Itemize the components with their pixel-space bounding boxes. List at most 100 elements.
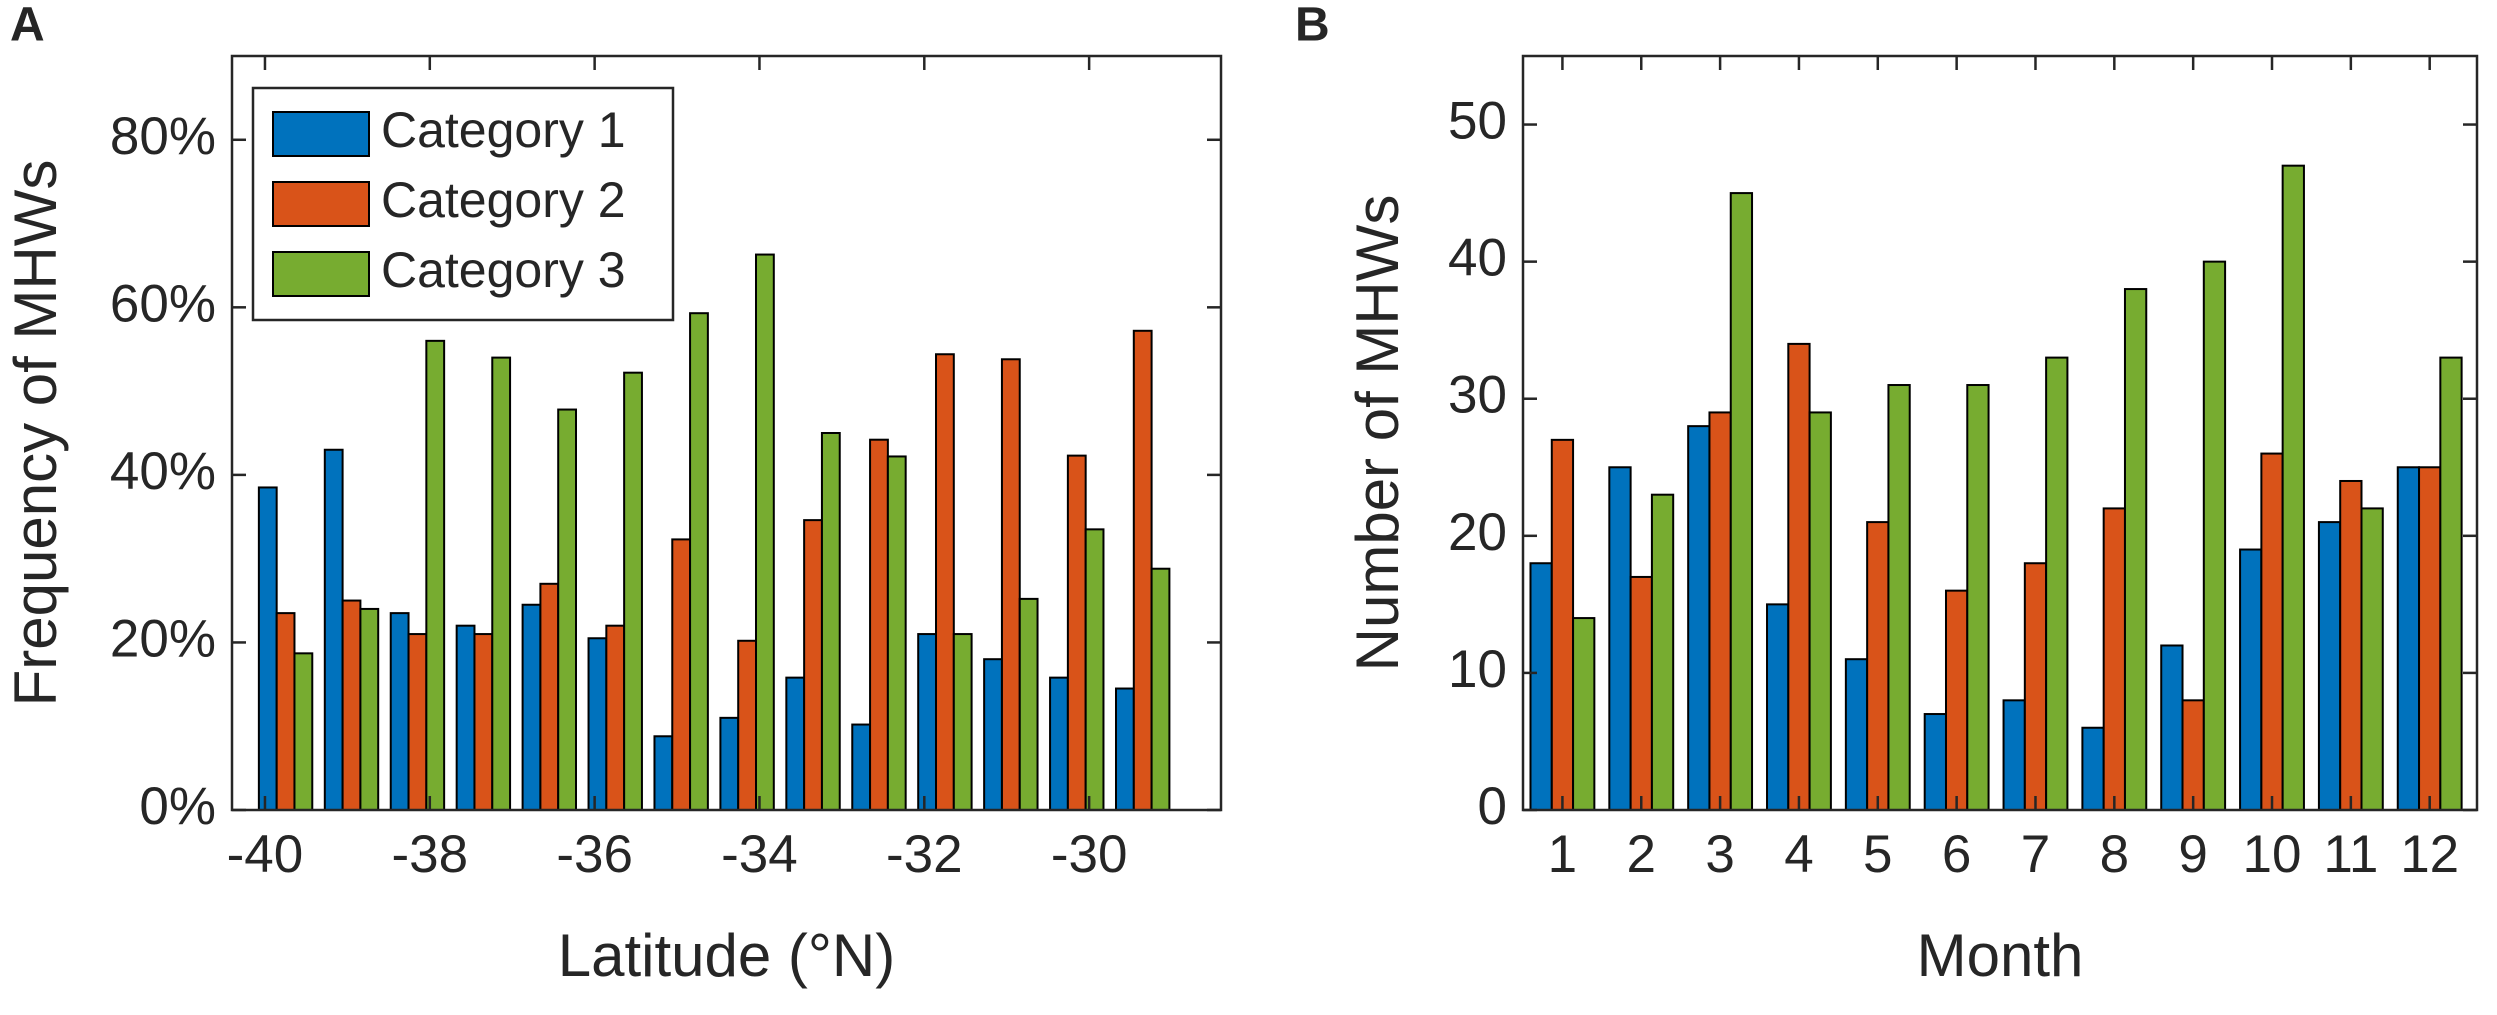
bar <box>323 448 344 811</box>
bar <box>1708 411 1732 811</box>
bar <box>425 339 446 811</box>
bar <box>407 633 428 811</box>
bar <box>491 356 512 811</box>
bar <box>2360 507 2384 811</box>
x-tick-label: 12 <box>2400 825 2459 884</box>
legend-label: Category 1 <box>381 102 626 158</box>
bar <box>2081 726 2105 812</box>
bar <box>1729 192 1754 812</box>
y-tick-label: 60% <box>110 274 216 333</box>
y-tick-label: 20 <box>1448 503 1507 562</box>
bar <box>1115 687 1135 811</box>
bar <box>389 612 410 811</box>
bar <box>1529 562 1553 812</box>
bar <box>2281 164 2305 811</box>
y-tick-label: 30 <box>1448 366 1507 425</box>
bar <box>1150 567 1171 811</box>
bar <box>2418 466 2442 811</box>
bar <box>257 486 278 811</box>
bar <box>1132 329 1153 811</box>
bar <box>2260 452 2284 811</box>
x-tick-label: -30 <box>1051 825 1128 884</box>
panel-label: B <box>1295 0 1330 52</box>
bar <box>341 599 362 811</box>
x-axis-label: Month <box>1917 922 2084 989</box>
bar <box>293 652 314 812</box>
bar <box>455 624 476 812</box>
bar <box>2439 356 2463 811</box>
y-tick-label: 80% <box>110 107 216 166</box>
x-tick-label: 9 <box>2178 825 2207 884</box>
bar <box>539 582 560 811</box>
bar <box>737 639 758 811</box>
bar <box>2396 466 2421 811</box>
x-axis-label: Latitude (°N) <box>558 922 895 989</box>
bar <box>2123 288 2148 811</box>
bar <box>2160 644 2184 811</box>
bar <box>803 519 823 812</box>
x-tick-label: -32 <box>886 825 963 884</box>
bar <box>2317 521 2342 811</box>
bar <box>1629 575 1653 811</box>
legend-label: Category 2 <box>381 172 626 228</box>
x-tick-label: 8 <box>2100 825 2129 884</box>
bar <box>605 624 626 812</box>
bar <box>2181 699 2205 811</box>
bar <box>1944 589 1969 811</box>
bar <box>869 438 889 811</box>
bar <box>557 408 578 811</box>
bar <box>2023 562 2048 812</box>
bar <box>1966 384 1990 811</box>
bar <box>1787 342 1811 811</box>
bar <box>755 253 775 811</box>
x-tick-label: 7 <box>2021 825 2050 884</box>
axes-box <box>230 54 1223 812</box>
legend-swatch <box>272 181 370 227</box>
axes-box <box>1521 54 2479 812</box>
bar <box>2339 479 2363 811</box>
bar <box>1887 384 1911 811</box>
bar <box>983 658 1003 812</box>
bar <box>1608 466 1632 811</box>
bar <box>623 371 643 811</box>
bar <box>1066 454 1087 811</box>
bar <box>1808 411 1832 811</box>
bar <box>851 723 872 812</box>
legend-swatch <box>272 111 370 157</box>
bar <box>820 432 841 811</box>
bar <box>1000 358 1021 811</box>
x-tick-label: -34 <box>721 825 798 884</box>
x-tick-label: 10 <box>2243 825 2302 884</box>
x-tick-label: -40 <box>227 825 304 884</box>
panel-label: A <box>10 0 45 52</box>
bar <box>1084 528 1105 811</box>
y-tick-label: 20% <box>110 609 216 668</box>
x-tick-label: 6 <box>1942 825 1971 884</box>
bar <box>689 312 709 811</box>
y-tick-label: 50 <box>1448 92 1507 151</box>
bar <box>1049 676 1069 811</box>
bar <box>587 637 608 811</box>
x-tick-label: 2 <box>1627 825 1656 884</box>
bar <box>2045 356 2069 811</box>
bar <box>653 735 674 812</box>
legend-swatch <box>272 251 370 297</box>
bar <box>719 716 740 811</box>
y-axis-label: Number of MHWs <box>1344 195 1411 672</box>
bar <box>671 538 692 811</box>
y-axis-label: Frequency of MHWs <box>2 160 69 707</box>
bar <box>2002 699 2026 811</box>
y-tick-label: 40 <box>1448 229 1507 288</box>
bar <box>952 633 973 811</box>
y-tick-label: 10 <box>1448 640 1507 699</box>
x-tick-label: 3 <box>1705 825 1734 884</box>
bar <box>1923 713 1947 812</box>
y-tick-label: 40% <box>110 442 216 501</box>
bar <box>1844 658 1869 812</box>
bar <box>1572 617 1596 812</box>
x-tick-label: -36 <box>556 825 633 884</box>
y-tick-label: 0 <box>1478 777 1507 836</box>
bar <box>521 603 542 811</box>
x-tick-label: 4 <box>1784 825 1813 884</box>
